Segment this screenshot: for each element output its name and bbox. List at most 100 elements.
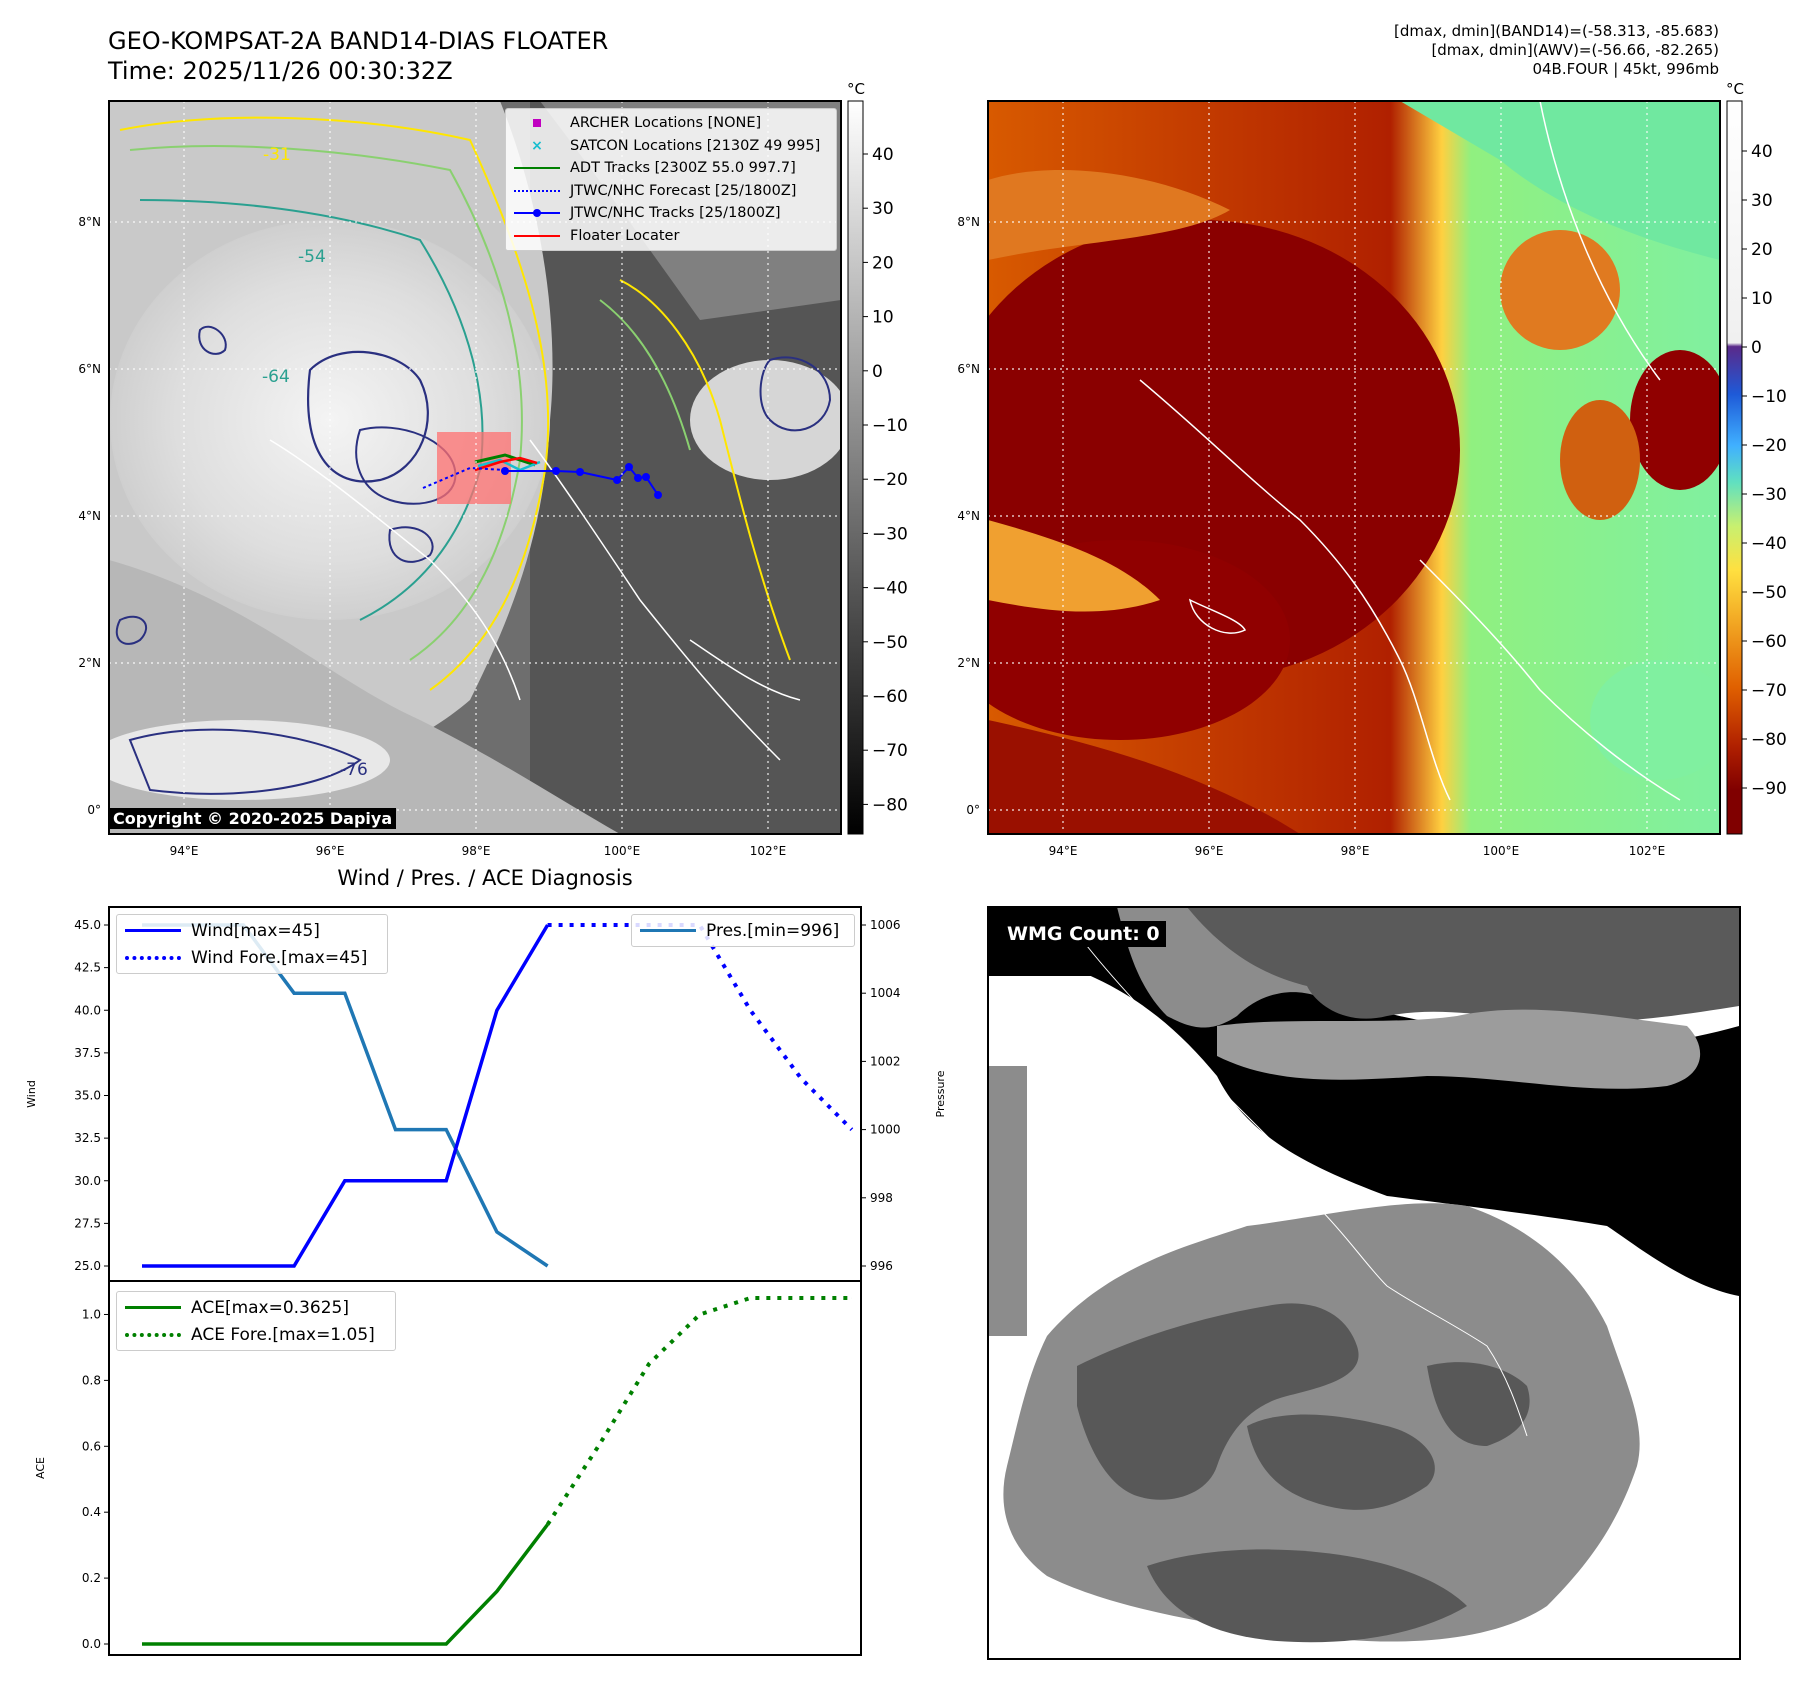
pressure-tick-label: 1006 [870, 918, 901, 932]
awv-cbar-tick-label: −10 [1751, 387, 1787, 407]
awv-cbar-tick-label: −80 [1751, 730, 1787, 750]
legend-archer: ARCHER Locations [NONE] [506, 112, 836, 135]
map-tick-labels: 94°E 94°E 96°E 96°E 98°E 98°E 100°E 100°E 102°E 1… [78, 215, 1665, 858]
legend-label: ACE[max=0.3625] [191, 1297, 349, 1318]
awv-cbar-tick-label: −70 [1751, 681, 1787, 701]
sat-lat-tick-label: 8°N [78, 215, 101, 229]
solid-line-icon [640, 924, 696, 938]
title-line-2: Time: 2025/11/26 00:30:32Z [108, 57, 453, 85]
ace-tick-label: 0.4 [82, 1505, 101, 1519]
sat-cbar-tick-label: 0 [872, 362, 883, 382]
wind-tick-label: 37.5 [74, 1046, 101, 1060]
awv-cbar-tick-label: 40 [1751, 142, 1773, 162]
ace-tick-label: 0.8 [82, 1373, 101, 1387]
awv-cbar-unit: °C [1726, 80, 1744, 98]
wind-tick-label: 30.0 [74, 1174, 101, 1188]
legend-label: JTWC/NHC Forecast [25/1800Z] [570, 182, 797, 199]
sat-cbar-tick-label: 10 [872, 308, 894, 328]
awv-lat-tick-label: 8°N [957, 215, 980, 229]
sat-lon-tick-label: 98°E [462, 844, 491, 858]
dotted-line-icon [514, 184, 560, 198]
pressure-tick-label: 1000 [870, 1123, 901, 1137]
awv-cbar-tick-label: 10 [1751, 289, 1773, 309]
sat-cbar-tick-label: 30 [872, 199, 894, 219]
wind-tick-label: 42.5 [74, 961, 101, 975]
ace-tick-label: 0.6 [82, 1439, 101, 1453]
wmg-count-label: WMG Count: 0 [1001, 921, 1166, 947]
awv-cbar-ticks: 40 30 20 10 0 −10 −20 −30 −40 −50 −60 −70 −80 −90 [1742, 142, 1787, 799]
awv-lat-tick-label: 6°N [957, 362, 980, 376]
legend-jtwc-forecast: JTWC/NHC Forecast [25/1800Z] [506, 180, 836, 203]
legend-label: ARCHER Locations [NONE] [570, 115, 762, 132]
wind-tick-label: 45.0 [74, 918, 101, 932]
solid-line-icon [514, 161, 560, 175]
sat-cbar-tick-label: −40 [872, 579, 908, 599]
sat-cbar-ticks: 40 30 20 10 0 −10 −20 −30 −40 −50 −60 −70 −80 [863, 145, 908, 815]
diag-panel-svg: 45.0 42.5 40.0 37.5 35.0 32.5 30.0 27.5 25.0 1006… [25, 906, 947, 1656]
legend-jtwc-tracks: JTWC/NHC Tracks [25/1800Z] [506, 202, 836, 225]
awv-cbar-tick-label: −50 [1751, 583, 1787, 603]
ace-ylabel: ACE [34, 1457, 47, 1479]
sat-lat-tick-label: 4°N [78, 509, 101, 523]
awv-lat-tick-label: 4°N [957, 509, 980, 523]
sat-lon-tick-label: 100°E [604, 844, 641, 858]
info-line-2: [dmax, dmin](AWV)=(-56.66, -82.265) [1431, 41, 1719, 59]
legend-pressure: Pres.[min=996] [632, 917, 854, 944]
wind-tick-label: 35.0 [74, 1089, 101, 1103]
awv-cbar-tick-label: −60 [1751, 632, 1787, 652]
sat-legend: ARCHER Locations [NONE] × SATCON Locatio… [505, 108, 837, 251]
awv-colorbar [1726, 100, 1743, 835]
awv-cbar-tick-label: 20 [1751, 240, 1773, 260]
legend-wind-forecast: Wind Fore.[max=45] [117, 944, 387, 971]
awv-lon-tick-label: 96°E [1195, 844, 1224, 858]
awv-image [988, 101, 1720, 834]
legend-label: SATCON Locations [2130Z 49 995] [570, 137, 821, 154]
legend-label: ACE Fore.[max=1.05] [191, 1324, 375, 1345]
sat-cbar-tick-label: −30 [872, 524, 908, 544]
dotted-line-icon [125, 1328, 181, 1342]
sat-cbar-tick-label: −60 [872, 687, 908, 707]
sat-cbar-tick-label: 20 [872, 253, 894, 273]
wmg-image [988, 907, 1739, 1643]
diag-title: Wind / Pres. / ACE Diagnosis [337, 866, 633, 890]
awv-lat-tick-label: 0° [966, 803, 980, 817]
legend-floater: Floater Locater [506, 225, 836, 248]
wind-tick-label: 25.0 [74, 1259, 101, 1273]
awv-cbar-tick-label: 0 [1751, 338, 1762, 358]
ace-tick-label: 0.2 [82, 1571, 101, 1585]
legend-adt: ADT Tracks [2300Z 55.0 997.7] [506, 157, 836, 180]
legend-label: JTWC/NHC Tracks [25/1800Z] [570, 205, 781, 222]
sat-lat-tick-label: 2°N [78, 656, 101, 670]
legend-label: Wind[max=45] [191, 920, 320, 941]
sat-cbar-tick-label: −50 [872, 633, 908, 653]
pressure-tick-label: 996 [870, 1259, 893, 1273]
sat-lat-tick-label: 0° [87, 803, 101, 817]
solid-line-icon [514, 229, 560, 243]
diag-tick-labels: 45.0 42.5 40.0 37.5 35.0 32.5 30.0 27.5 25.0 1006… [74, 918, 900, 1651]
sat-lon-tick-label: 102°E [750, 844, 787, 858]
wmg-panel-svg [987, 906, 1741, 1660]
legend-ace-forecast: ACE Fore.[max=1.05] [117, 1321, 395, 1348]
info-line-1: [dmax, dmin](BAND14)=(-58.313, -85.683) [1394, 22, 1719, 40]
sat-lon-tick-label: 94°E [170, 844, 199, 858]
awv-lon-tick-label: 94°E [1049, 844, 1078, 858]
pressure-legend: Pres.[min=996] [631, 914, 855, 947]
awv-cbar-tick-label: −40 [1751, 534, 1787, 554]
pressure-tick-label: 1004 [870, 986, 901, 1000]
sat-cbar-tick-label: −70 [872, 741, 908, 761]
awv-cbar-tick-label: −90 [1751, 779, 1787, 799]
ace-tick-label: 0.0 [82, 1637, 101, 1651]
ace-legend: ACE[max=0.3625] ACE Fore.[max=1.05] [116, 1291, 396, 1351]
contour-label-54: -54 [298, 247, 326, 267]
info-line-3: 04B.FOUR | 45kt, 996mb [1532, 60, 1719, 78]
ace-tick-label: 1.0 [82, 1307, 101, 1321]
square-marker-icon [514, 116, 560, 130]
sat-cbar-tick-label: −20 [872, 470, 908, 490]
sat-colorbar [847, 100, 864, 835]
sat-lon-tick-label: 96°E [316, 844, 345, 858]
title-line-1: GEO-KOMPSAT-2A BAND14-DIAS FLOATER [108, 27, 609, 55]
pressure-ylabel: Pressure [934, 1070, 947, 1117]
legend-wind: Wind[max=45] [117, 917, 387, 944]
sat-image [109, 101, 841, 834]
